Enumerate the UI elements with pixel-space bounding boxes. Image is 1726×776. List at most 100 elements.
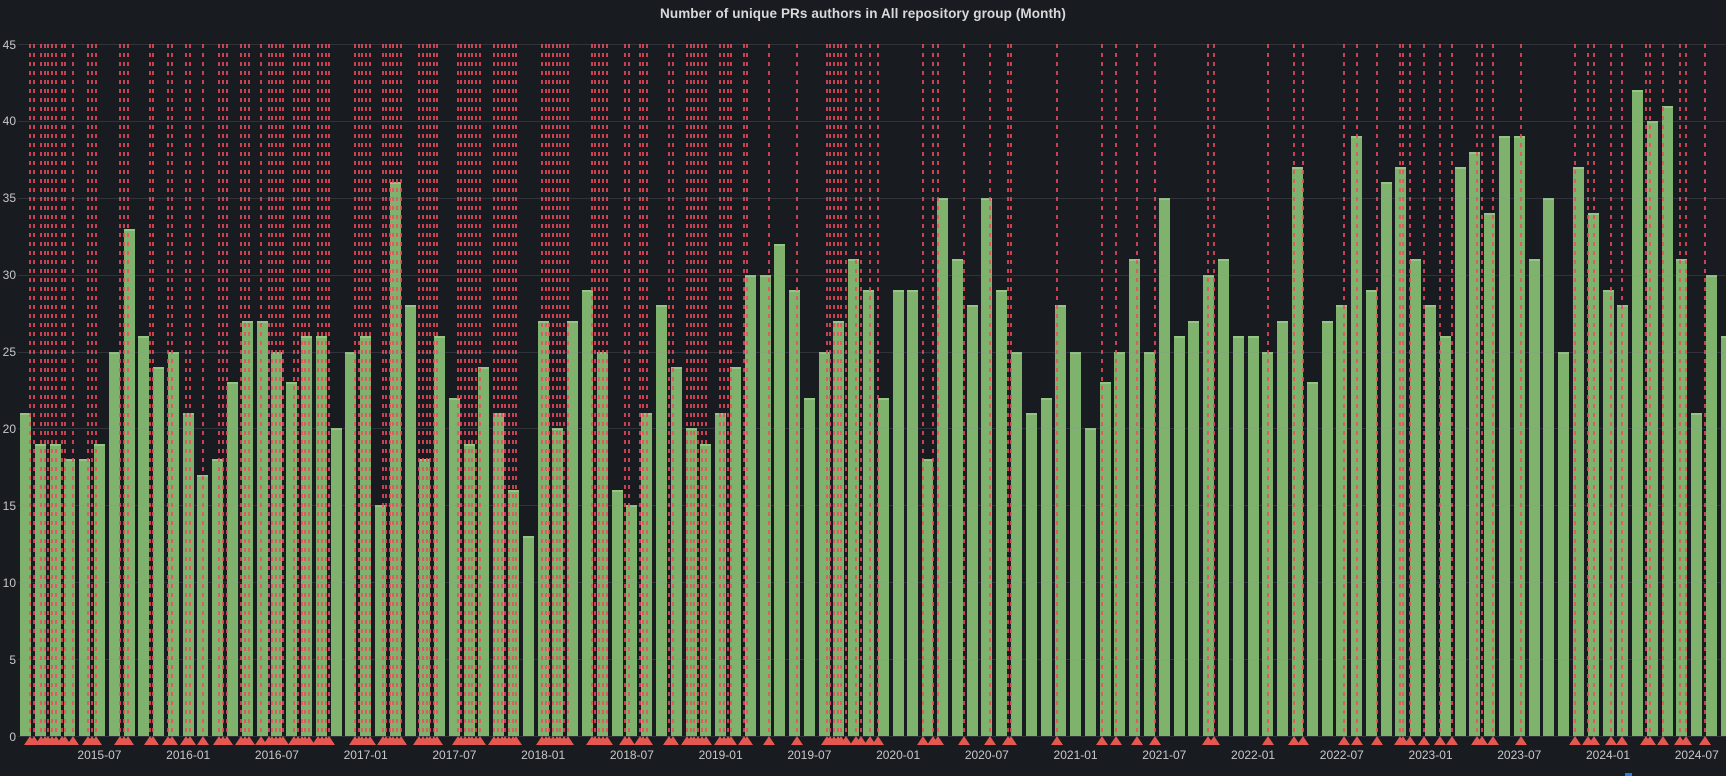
bar-2020-09[interactable] bbox=[1010, 351, 1022, 736]
bar-2022-10[interactable] bbox=[1380, 182, 1392, 736]
annotation-line-29[interactable] bbox=[260, 44, 262, 736]
annotation-line-27[interactable] bbox=[244, 44, 246, 736]
annotation-marker-icon-156[interactable] bbox=[1657, 736, 1669, 745]
annotation-line-0[interactable] bbox=[29, 44, 31, 736]
annotation-line-138[interactable] bbox=[1376, 44, 1378, 736]
annotation-marker-icon-67[interactable] bbox=[474, 736, 486, 745]
annotation-line-69[interactable] bbox=[497, 44, 499, 736]
annotation-line-51[interactable] bbox=[389, 44, 391, 736]
bar-2022-09[interactable] bbox=[1365, 290, 1377, 736]
bar-2016-08[interactable] bbox=[286, 382, 298, 736]
annotation-line-70[interactable] bbox=[501, 44, 503, 736]
bar-2019-12[interactable] bbox=[877, 397, 889, 736]
annotation-line-53[interactable] bbox=[396, 44, 398, 736]
bar-2024-07[interactable] bbox=[1691, 413, 1703, 736]
annotation-marker-icon-54[interactable] bbox=[395, 736, 407, 745]
annotation-line-90[interactable] bbox=[639, 44, 641, 736]
annotation-line-105[interactable] bbox=[743, 44, 745, 736]
annotation-line-123[interactable] bbox=[989, 44, 991, 736]
annotation-line-86[interactable] bbox=[602, 44, 604, 736]
annotation-line-40[interactable] bbox=[317, 44, 319, 736]
annotation-line-132[interactable] bbox=[1213, 44, 1215, 736]
bar-2015-12[interactable] bbox=[167, 351, 179, 736]
annotation-marker-icon-134[interactable] bbox=[1288, 736, 1300, 745]
annotation-line-141[interactable] bbox=[1409, 44, 1411, 736]
annotation-line-142[interactable] bbox=[1423, 44, 1425, 736]
annotation-line-62[interactable] bbox=[460, 44, 462, 736]
annotation-marker-icon-25[interactable] bbox=[221, 736, 233, 745]
annotation-line-75[interactable] bbox=[541, 44, 543, 736]
bar-2021-03[interactable] bbox=[1099, 382, 1111, 736]
annotation-line-33[interactable] bbox=[279, 44, 281, 736]
bar-2015-09[interactable] bbox=[123, 228, 135, 736]
annotation-marker-icon-130[interactable] bbox=[1149, 736, 1161, 745]
annotation-line-153[interactable] bbox=[1621, 44, 1623, 736]
bar-2021-01[interactable] bbox=[1070, 351, 1082, 736]
annotation-marker-icon-9[interactable] bbox=[67, 736, 79, 745]
bar-2019-04[interactable] bbox=[759, 274, 771, 736]
annotation-line-21[interactable] bbox=[189, 44, 191, 736]
annotation-line-35[interactable] bbox=[293, 44, 295, 736]
annotation-line-50[interactable] bbox=[385, 44, 387, 736]
bar-2019-03[interactable] bbox=[744, 274, 756, 736]
annotation-line-55[interactable] bbox=[418, 44, 420, 736]
annotation-line-48[interactable] bbox=[369, 44, 371, 736]
annotation-line-81[interactable] bbox=[563, 44, 565, 736]
annotation-line-113[interactable] bbox=[840, 44, 842, 736]
bar-2017-09[interactable] bbox=[478, 366, 490, 736]
annotation-marker-icon-147[interactable] bbox=[1487, 736, 1499, 745]
annotation-line-100[interactable] bbox=[705, 44, 707, 736]
annotation-line-43[interactable] bbox=[328, 44, 330, 736]
annotation-line-82[interactable] bbox=[567, 44, 569, 736]
annotation-marker-icon-21[interactable] bbox=[184, 736, 196, 745]
annotation-line-63[interactable] bbox=[464, 44, 466, 736]
bar-2021-05[interactable] bbox=[1129, 259, 1141, 736]
annotation-line-99[interactable] bbox=[701, 44, 703, 736]
annotation-marker-icon-123[interactable] bbox=[984, 736, 996, 745]
bar-2017-12[interactable] bbox=[522, 536, 534, 736]
annotation-line-12[interactable] bbox=[95, 44, 97, 736]
annotation-line-2[interactable] bbox=[40, 44, 42, 736]
annotation-marker-icon-137[interactable] bbox=[1351, 736, 1363, 745]
annotation-line-66[interactable] bbox=[475, 44, 477, 736]
bar-2016-12[interactable] bbox=[345, 351, 357, 736]
annotation-line-149[interactable] bbox=[1574, 44, 1576, 736]
bar-2015-06[interactable] bbox=[79, 459, 91, 736]
bar-2018-03[interactable] bbox=[567, 320, 579, 736]
bar-2023-03[interactable] bbox=[1454, 167, 1466, 736]
annotation-line-16[interactable] bbox=[149, 44, 151, 736]
bar-2020-11[interactable] bbox=[1040, 397, 1052, 736]
bar-2018-01[interactable] bbox=[537, 320, 549, 736]
annotation-line-146[interactable] bbox=[1481, 44, 1483, 736]
annotation-marker-icon-39[interactable] bbox=[303, 736, 315, 745]
annotation-line-137[interactable] bbox=[1356, 44, 1358, 736]
annotation-line-95[interactable] bbox=[686, 44, 688, 736]
annotation-line-154[interactable] bbox=[1645, 44, 1647, 736]
annotation-line-109[interactable] bbox=[826, 44, 828, 736]
annotation-line-158[interactable] bbox=[1685, 44, 1687, 736]
annotation-marker-icon-82[interactable] bbox=[562, 736, 574, 745]
bar-2022-07[interactable] bbox=[1336, 305, 1348, 736]
bar-2018-06[interactable] bbox=[611, 489, 623, 736]
annotation-marker-icon-155[interactable] bbox=[1644, 736, 1656, 745]
annotation-marker-icon-135[interactable] bbox=[1297, 736, 1309, 745]
annotation-line-37[interactable] bbox=[301, 44, 303, 736]
annotation-line-14[interactable] bbox=[123, 44, 125, 736]
annotation-line-98[interactable] bbox=[697, 44, 699, 736]
bar-2019-08[interactable] bbox=[818, 351, 830, 736]
annotation-line-17[interactable] bbox=[152, 44, 154, 736]
bar-2021-02[interactable] bbox=[1084, 428, 1096, 736]
annotation-marker-icon-87[interactable] bbox=[601, 736, 613, 745]
bar-2018-09[interactable] bbox=[655, 305, 667, 736]
annotation-line-67[interactable] bbox=[479, 44, 481, 736]
bar-2023-05[interactable] bbox=[1484, 213, 1496, 736]
bar-2020-02[interactable] bbox=[907, 290, 919, 736]
annotation-line-121[interactable] bbox=[937, 44, 939, 736]
annotation-line-107[interactable] bbox=[768, 44, 770, 736]
bar-2016-06[interactable] bbox=[256, 320, 268, 736]
annotation-line-7[interactable] bbox=[61, 44, 63, 736]
bar-2023-10[interactable] bbox=[1558, 351, 1570, 736]
annotation-line-44[interactable] bbox=[354, 44, 356, 736]
annotation-line-24[interactable] bbox=[222, 44, 224, 736]
annotation-marker-icon-146[interactable] bbox=[1476, 736, 1488, 745]
